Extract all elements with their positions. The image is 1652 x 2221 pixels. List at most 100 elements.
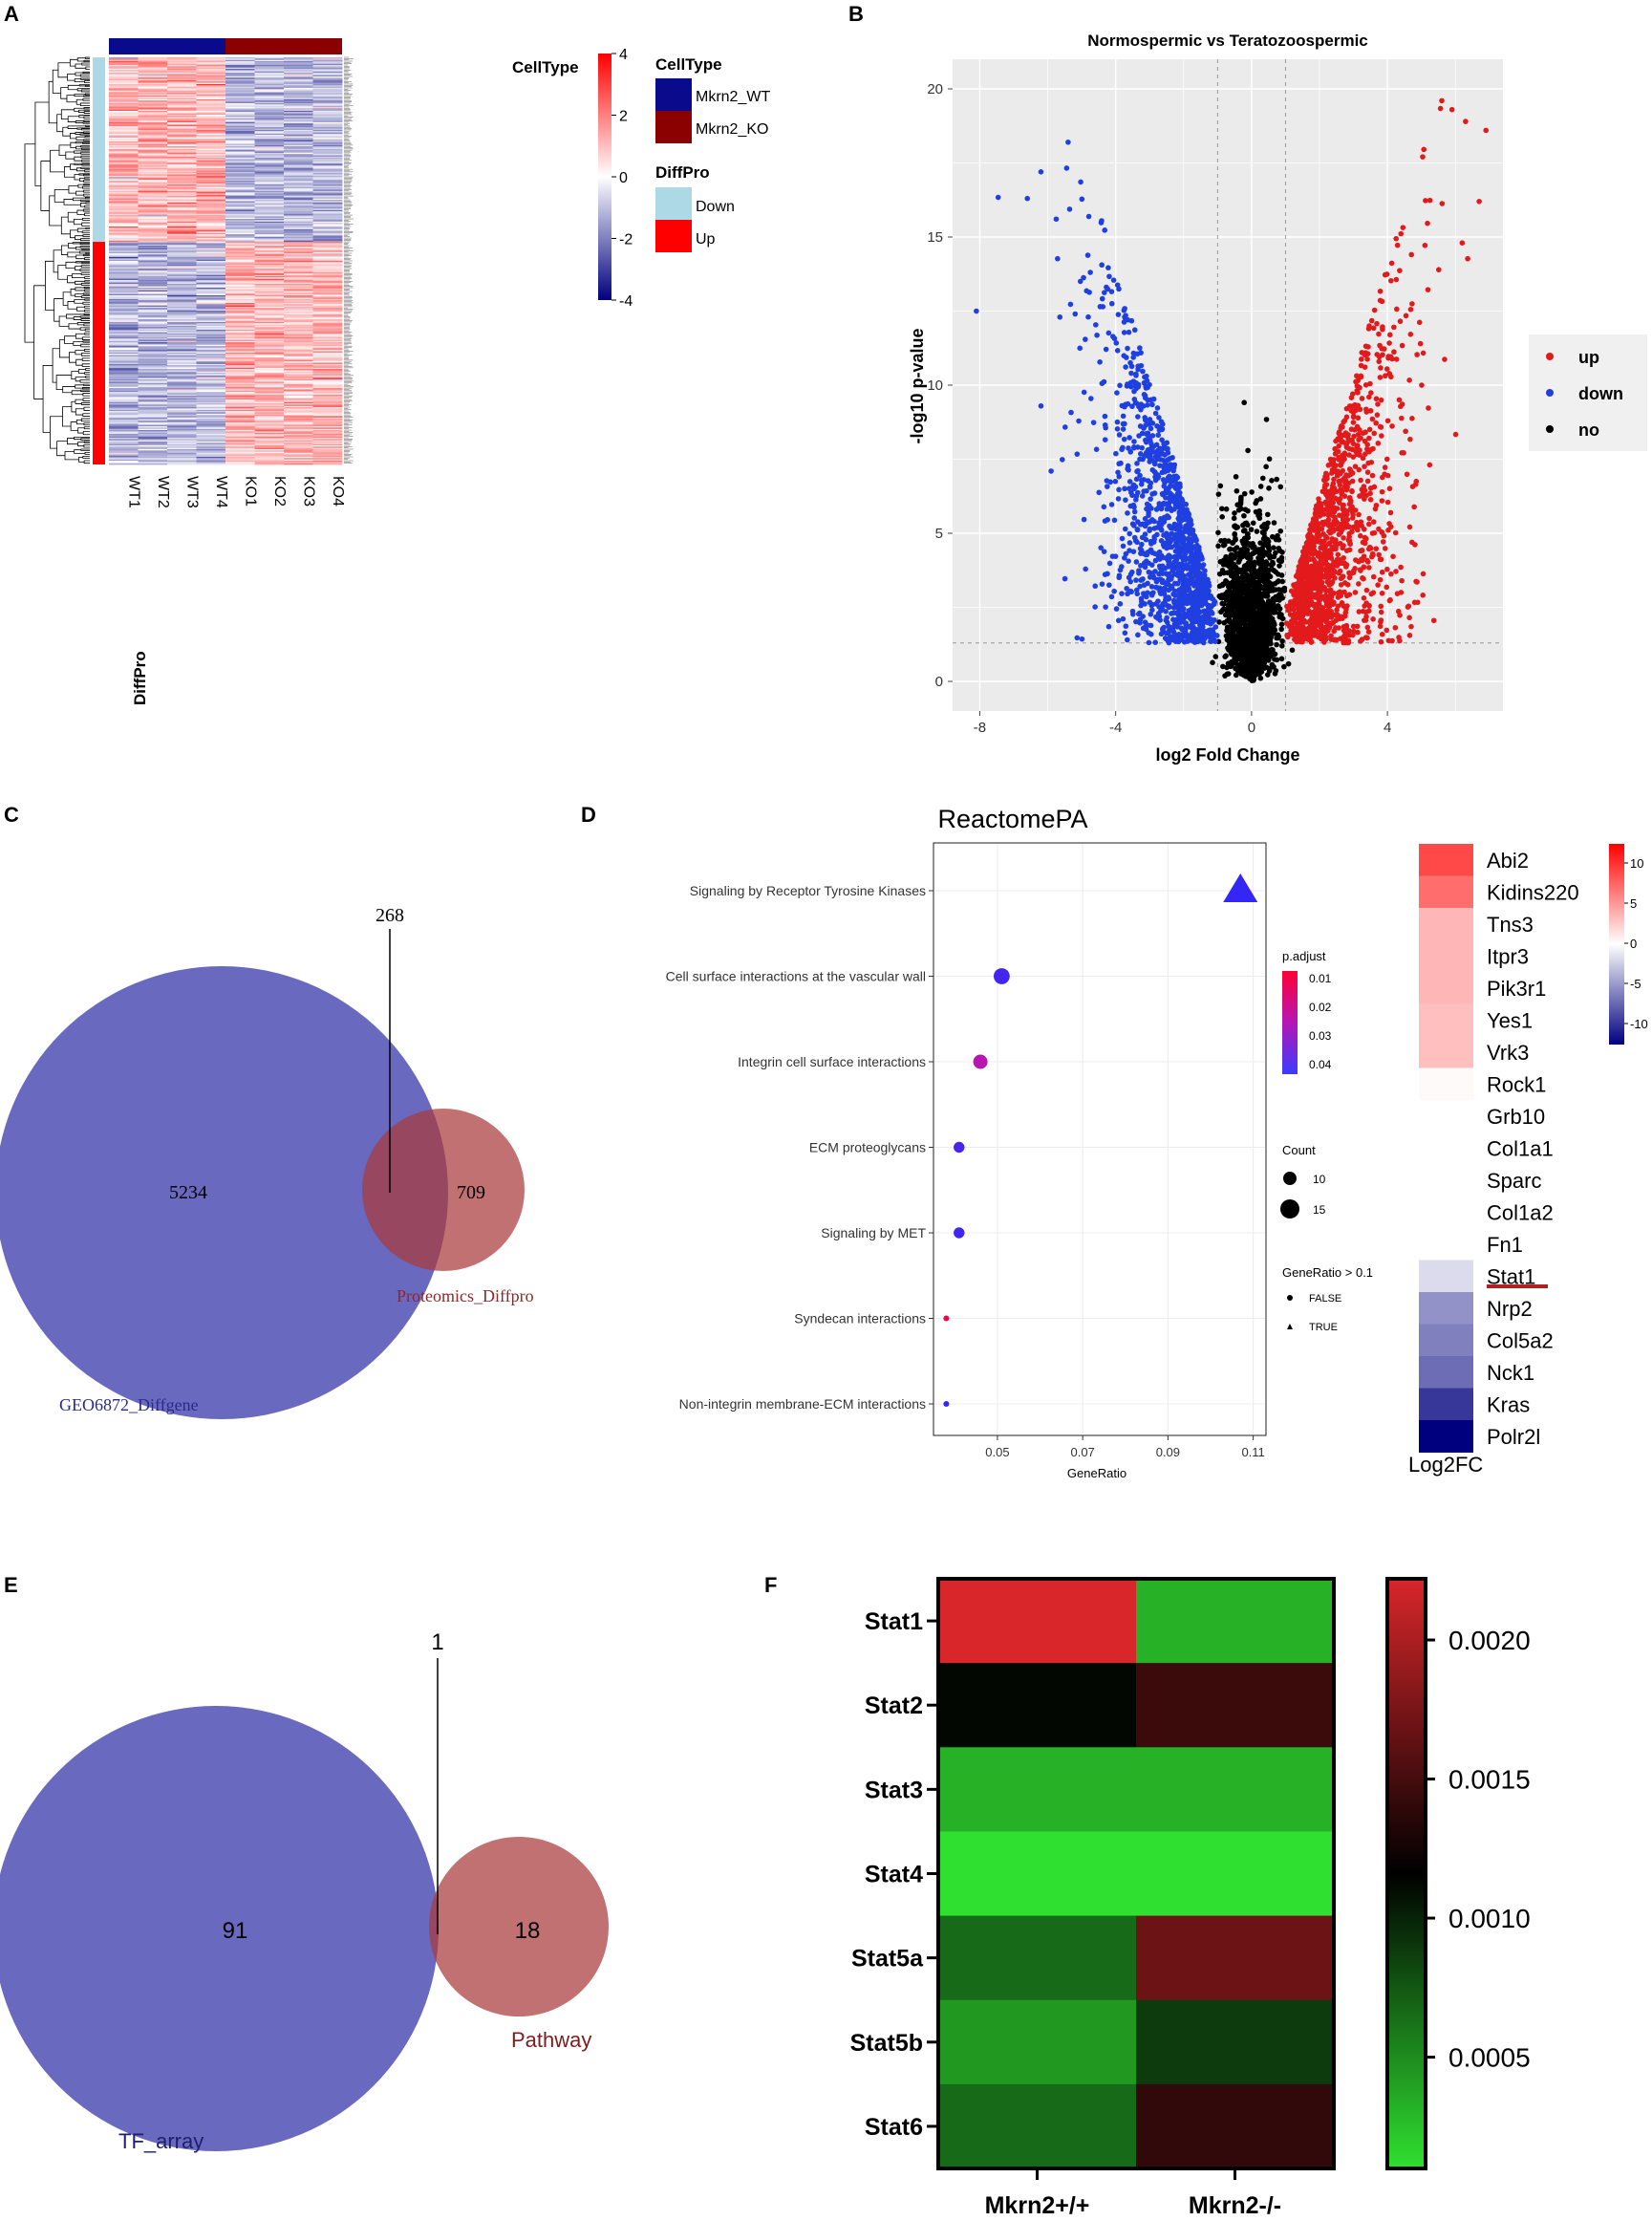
heatmap-cell [284,415,313,417]
heatmap-cell [254,202,285,205]
heatmap-cell [167,163,197,166]
heatmap-cell [284,420,313,423]
dendrogram-branch [67,211,77,223]
volcano-point-no [1229,660,1234,666]
heatmap-cell [254,420,285,423]
heatmap-cell [138,243,168,246]
heatmap-cell [109,369,139,371]
heatmap-cell [254,97,285,100]
heatmap-cell [138,279,168,282]
heatmap-cell [225,313,255,315]
heatmap-cell [167,85,197,88]
heatmap-cell [196,365,226,367]
heatmap-cell [284,321,313,324]
heatmap-cell [254,434,285,436]
heatmap-cell [284,181,313,183]
heatmap-cell [138,403,168,405]
heatmap-cell [167,143,197,146]
heatmap-cell [312,204,343,205]
heatmap-cell [312,142,343,144]
heatmap-cell [225,259,255,262]
heatmap-cell [284,208,313,211]
heatmap-cell [254,251,285,254]
heatmap-cell [284,104,313,106]
dendrogram-branch [83,189,90,193]
dendrogram-branch [83,59,90,63]
heatmap-cell [138,397,168,399]
heatmap-cell [312,123,343,125]
heatmap-cell [284,81,313,84]
heatmap-cell [225,234,255,236]
heatmap-cell [167,442,197,443]
heatmap-cell [109,461,139,463]
heatmap-cell [225,328,255,331]
heatmap-cell [254,109,285,112]
heatmap-cell [254,408,285,411]
heatmap-cell [109,286,139,289]
heatmap-cell [196,390,226,393]
dendrogram-branch [60,216,71,235]
heatmap-cell [109,428,139,431]
heatmap-cell [312,430,343,432]
heatmap-cell [225,339,255,342]
heatmap-cell [254,439,285,442]
heatmap-cell [196,236,226,239]
dendrogram-branch [82,455,90,459]
heatmap-cell [167,71,197,74]
heatmap-cell [138,75,168,78]
heatmap-cell [225,338,255,340]
heatmap-cell [167,354,197,356]
heatmap-cell [138,85,168,88]
dendrogram-branch [64,335,76,344]
heatmap-cell [109,434,139,436]
legend-label-ko: Mkrn2_KO [696,121,768,138]
column-label: KO1 [242,476,258,507]
heatmap-cell [312,127,343,129]
heatmap-cell [196,127,226,129]
volcano-point-up [1379,590,1385,596]
heatmap-cell [284,152,313,155]
heatmap-cell [284,248,313,250]
heatmap-cell [167,392,197,394]
heatmap-cell [138,308,168,310]
volcano-point-no [1259,524,1265,529]
heatmap-cell [254,399,285,401]
heatmap-cell [254,416,285,419]
heatmap-cell [225,275,255,278]
heatmap-cell [196,154,226,156]
heatmap-cell [196,93,226,96]
heatmap-cell [196,64,226,67]
heatmap-cell [312,212,343,215]
heatmap-cell [196,328,226,331]
heatmap-cell [138,118,168,120]
heatmap-cell [109,450,139,453]
heatmap-cell [284,93,313,96]
heatmap-cell [312,255,343,258]
heatmap-cell [284,370,313,373]
heatmap-cell [167,459,197,462]
heatmap-cell [254,253,285,255]
heatmap-cell [109,415,139,417]
row-dendrogram [24,56,90,464]
heatmap-cell [254,400,285,403]
heatmap-cell [284,403,313,405]
dendrogram-branch [75,377,86,382]
heatmap-cell [167,70,197,73]
heatmap-cell [284,362,313,365]
heatmap-cell [225,424,255,427]
heatmap-cell [167,127,197,129]
heatmap-cell [312,77,343,80]
heatmap-cell [138,375,168,377]
volcano-point-no [1228,552,1234,558]
heatmap-cell [225,350,255,352]
heatmap-cell [284,205,313,208]
heatmap-cell [167,321,197,324]
heatmap-cell [284,94,313,97]
heatmap-cell [138,173,168,175]
heatmap-cell [138,377,168,378]
heatmap-cell [225,143,255,146]
heatmap-cell [225,198,255,201]
heatmap-cell [138,196,168,198]
volcano-gridlines [953,59,1503,711]
heatmap-cell [167,209,197,212]
